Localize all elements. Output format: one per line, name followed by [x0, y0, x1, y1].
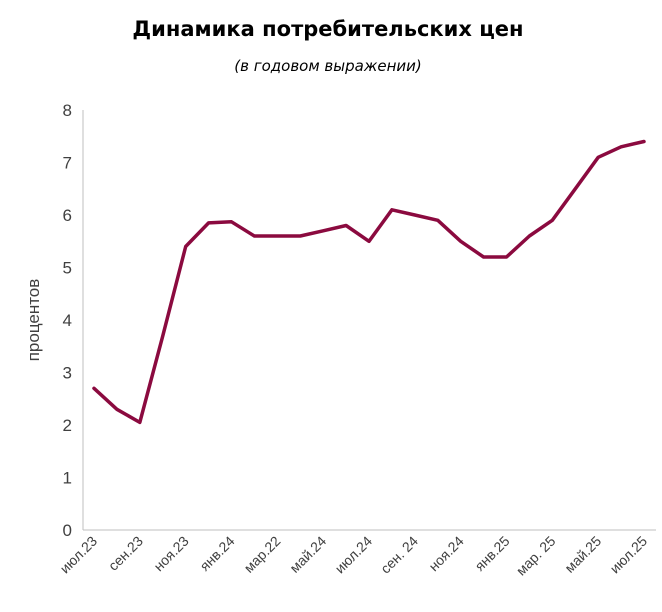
y-axis-label: процентов	[24, 279, 43, 362]
y-tick-label: 7	[63, 154, 72, 173]
y-tick-label: 4	[63, 311, 72, 330]
x-tick-labels: июл.23 сен.23 ноя.23 янв.24 мар.22 май.24 июл.…	[57, 533, 651, 579]
x-tick-label: май.24	[286, 533, 329, 576]
y-tick-labels: 0 1 2 3 4 5 6 7 8	[63, 101, 72, 540]
chart-subtitle: (в годовом выражении)	[234, 57, 421, 75]
x-tick-label: сен. 24	[377, 533, 421, 577]
x-tick-label: янв.24	[196, 533, 237, 574]
x-tick-label: май.25	[561, 533, 604, 576]
x-tick-label: мар.22	[241, 533, 284, 576]
x-tick-label: ноя.23	[150, 533, 192, 575]
x-tick-label: июл.24	[332, 533, 376, 577]
x-tick-label: ноя.24	[425, 533, 467, 575]
series-line	[92, 139, 646, 425]
y-tick-label: 6	[63, 206, 72, 225]
y-tick-label: 2	[63, 416, 72, 435]
chart-title: Динамика потребительских цен	[132, 17, 523, 41]
y-tick-label: 5	[63, 259, 72, 278]
x-tick-label: сен.23	[105, 533, 146, 574]
y-tick-label: 8	[63, 101, 72, 120]
y-tick-label: 3	[63, 364, 72, 383]
x-tick-label: мар. 25	[513, 533, 559, 579]
x-tick-label: июл.25	[607, 533, 651, 577]
x-tick-label: янв.25	[471, 533, 512, 574]
y-tick-label: 1	[63, 469, 72, 488]
y-tick-label: 0	[63, 521, 72, 540]
